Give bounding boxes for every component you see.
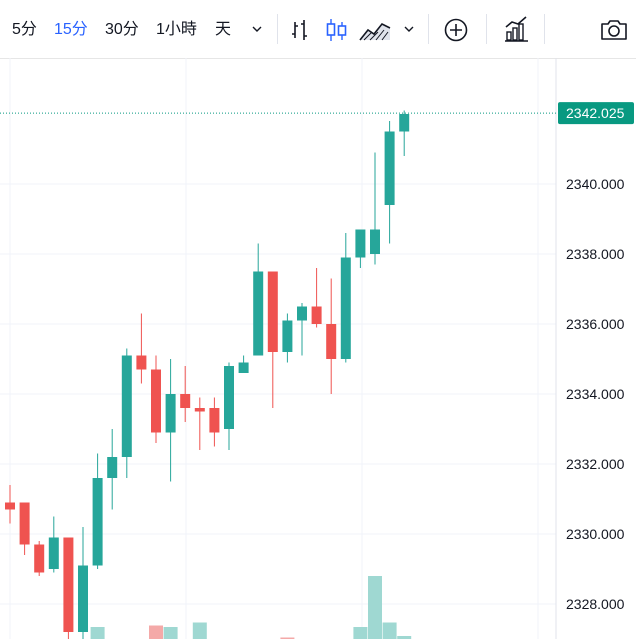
indicators-icon[interactable]: [500, 12, 532, 48]
chevron-down-icon[interactable]: [244, 12, 276, 48]
volume-bar: [149, 625, 163, 639]
candle: [399, 114, 410, 132]
candle-style-icon[interactable]: [322, 12, 354, 48]
candle: [194, 408, 205, 412]
candle: [107, 457, 118, 478]
candle: [136, 355, 147, 370]
price-tick-label: 2332.000: [566, 456, 625, 472]
price-tick-label: 2340.000: [566, 176, 625, 192]
price-tick-label: 2328.000: [566, 596, 625, 612]
last-price-label: 2342.025: [566, 105, 625, 121]
candle: [19, 502, 30, 545]
toolbar-separator: [428, 14, 429, 44]
candle: [121, 355, 132, 457]
add-indicator-icon[interactable]: [440, 12, 472, 48]
candle: [180, 394, 191, 408]
price-tick-label: 2330.000: [566, 526, 625, 542]
volume-bar: [353, 627, 368, 639]
price-chart[interactable]: 2328.000 2330.000 2332.000 2334.000 2336.000…: [0, 58, 636, 639]
candle: [63, 537, 74, 632]
price-tick-label: 2338.000: [566, 246, 625, 262]
toolbar-separator: [277, 14, 278, 44]
volume-bar: [280, 637, 295, 639]
candle: [311, 306, 322, 324]
candle: [267, 271, 278, 352]
interval-1d[interactable]: 天: [215, 21, 232, 38]
area-style-icon[interactable]: [358, 12, 391, 48]
candle: [370, 229, 380, 254]
candle: [48, 537, 59, 569]
candle: [238, 362, 249, 373]
interval-30m[interactable]: 30分: [105, 21, 139, 38]
last-price-badge: [558, 102, 634, 125]
candle: [384, 131, 395, 205]
volume-bar: [382, 622, 397, 639]
bar-style-icon[interactable]: [286, 12, 318, 48]
candle: [340, 257, 351, 359]
volume-bar: [90, 627, 105, 639]
candle: [326, 324, 337, 359]
volume-bar: [397, 636, 412, 639]
volume-bar: [192, 622, 207, 639]
price-tick-label: 2336.000: [566, 316, 625, 332]
toolbar-separator: [544, 14, 545, 44]
candle: [92, 478, 103, 566]
volume-bar: [163, 627, 178, 639]
candle: [355, 229, 366, 258]
candle: [224, 366, 234, 429]
grid-lines: [0, 58, 557, 639]
candle: [34, 544, 45, 573]
interval-5m[interactable]: 5分: [12, 21, 37, 38]
toolbar-separator: [486, 14, 487, 44]
candle: [209, 408, 220, 433]
candle: [151, 369, 161, 433]
price-tick-label: 2334.000: [566, 386, 625, 402]
candle: [253, 271, 264, 356]
candlestick-chart[interactable]: 2328.000 2330.000 2332.000 2334.000 2336.000…: [0, 58, 636, 639]
snapshot-icon[interactable]: [598, 12, 630, 48]
volume-bars: [90, 576, 412, 639]
candle: [297, 306, 307, 321]
price-axis[interactable]: 2328.000 2330.000 2332.000 2334.000 2336.000…: [558, 102, 634, 612]
chart-toolbar: 5分 15分 30分 1小時 天: [0, 0, 636, 59]
candle: [5, 502, 15, 510]
volume-bar: [368, 576, 382, 639]
chevron-down-icon[interactable]: [396, 12, 428, 48]
candles: [5, 110, 410, 639]
candle: [165, 394, 176, 433]
interval-15m[interactable]: 15分: [54, 21, 88, 38]
candle: [282, 320, 293, 352]
candle: [78, 565, 88, 632]
interval-1h[interactable]: 1小時: [156, 21, 197, 38]
